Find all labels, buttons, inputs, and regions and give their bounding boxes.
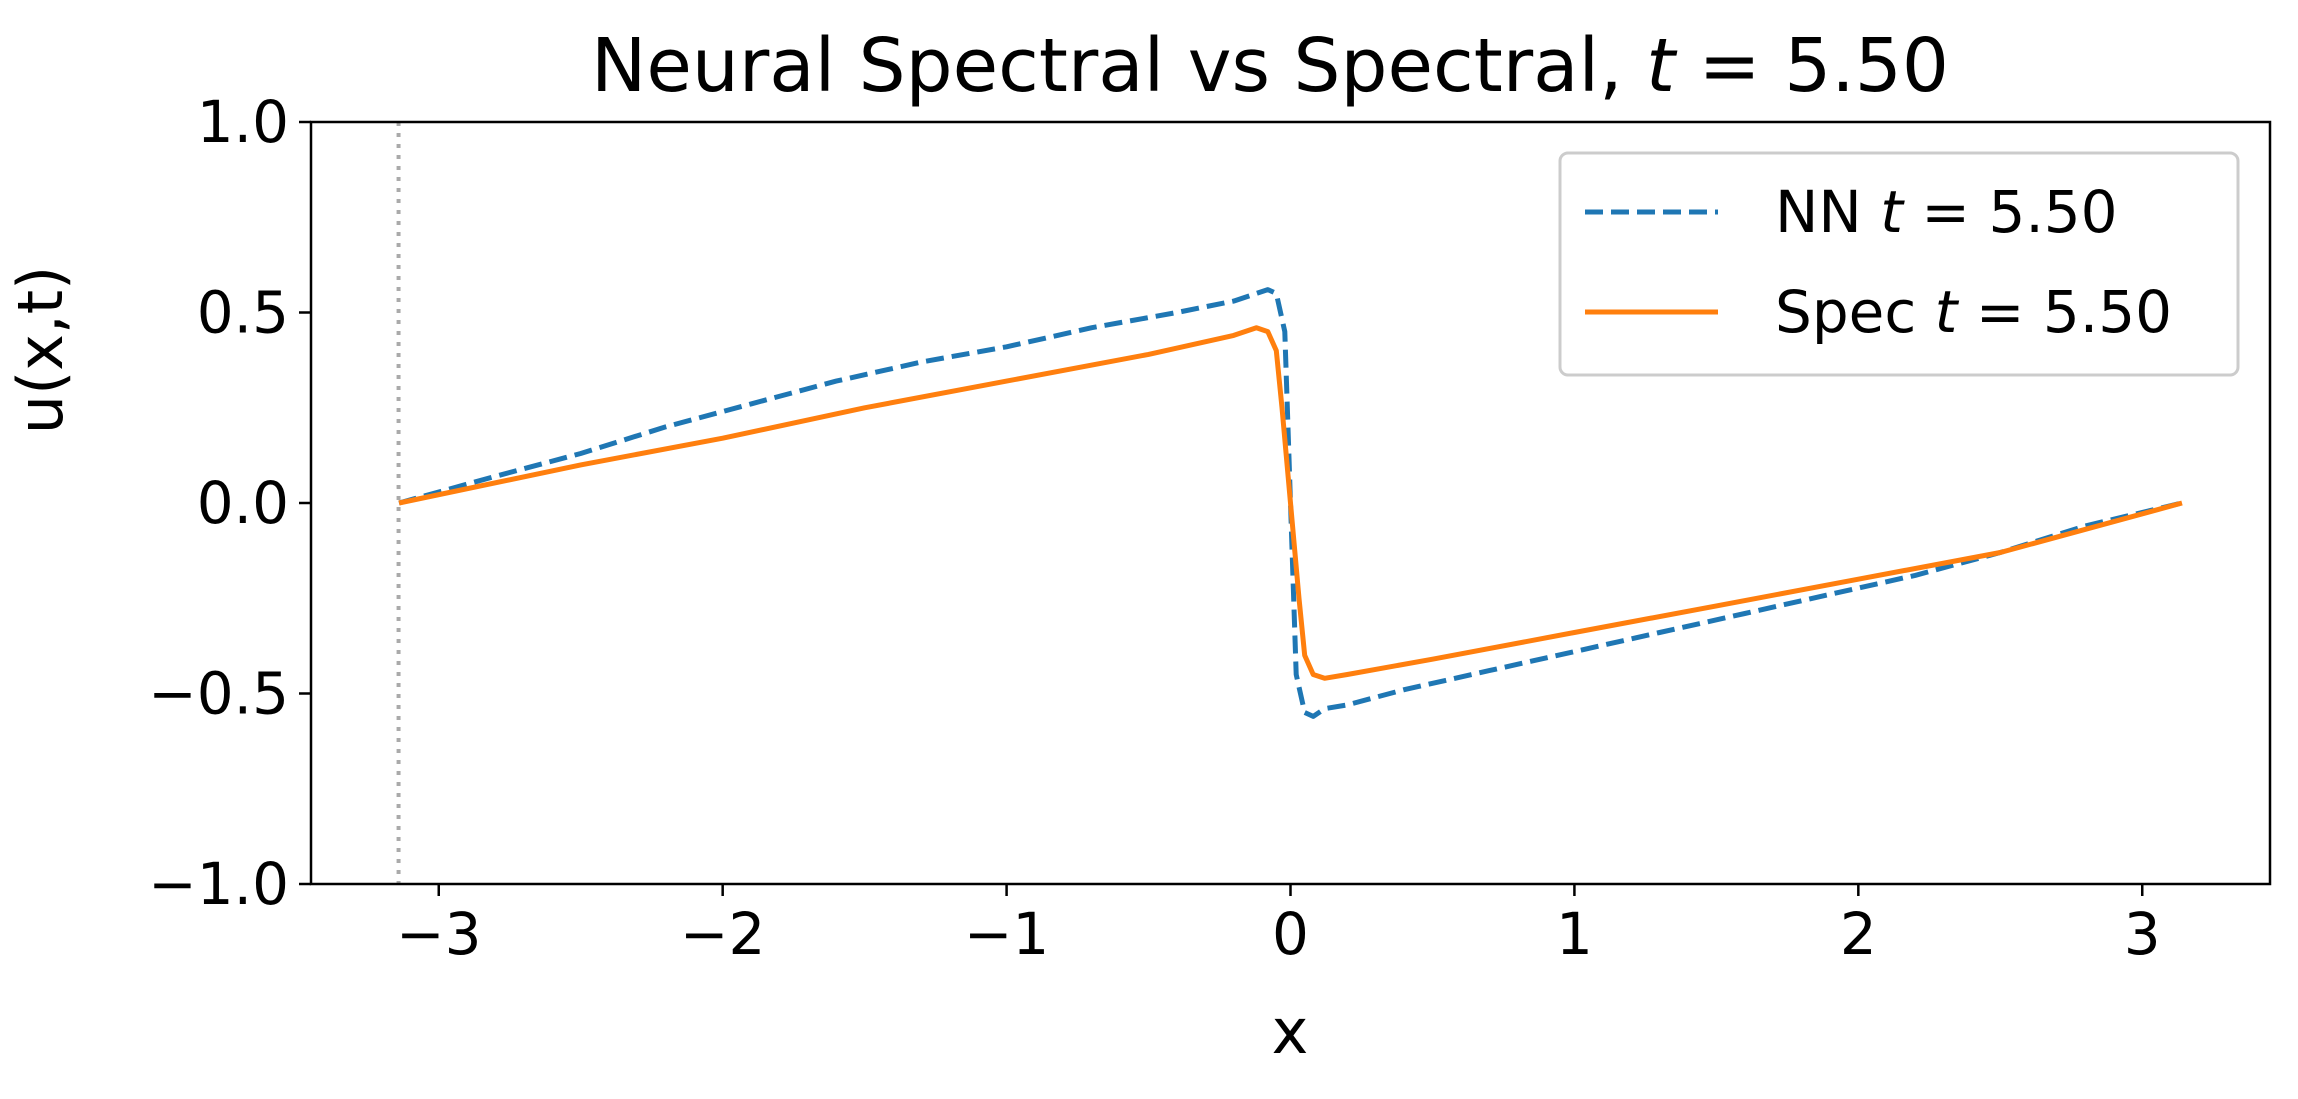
x-tick-label: 0	[1272, 900, 1309, 968]
y-tick-label: −1.0	[148, 850, 289, 918]
x-tick-label: −3	[396, 900, 482, 968]
series-line-2	[398, 325, 2183, 681]
x-tick-label: 2	[1840, 900, 1877, 968]
x-tick-label: −1	[964, 900, 1050, 968]
x-tick-label: 3	[2124, 900, 2161, 968]
y-tick-label: 1.0	[197, 88, 289, 156]
svg-text:Neural Spectral vs Spectral, t: Neural Spectral vs Spectral, t = 5.50	[591, 23, 1949, 109]
legend-box	[1558, 151, 2240, 377]
legend-label: NN t = 5.50	[1775, 178, 2118, 246]
title-val: 5.50	[1784, 23, 1949, 109]
y-tick-label: 0.5	[197, 279, 289, 347]
title-var: t	[1646, 23, 1678, 109]
title-prefix: Neural Spectral vs Spectral,	[591, 23, 1646, 109]
y-tick-label: −0.5	[148, 660, 289, 728]
plot-title: Neural Spectral vs Spectral, t = 5.50	[591, 23, 1949, 109]
x-tick-label: 1	[1556, 900, 1593, 968]
x-axis-label: x	[1272, 995, 1309, 1068]
series-line-1	[398, 287, 2183, 719]
legend-label: Spec t = 5.50	[1775, 278, 2172, 346]
y-tick-label: 0.0	[197, 469, 289, 537]
legend: NN t = 5.50 Spec t = 5.50	[1558, 151, 2240, 377]
axis-ticks: −3 −2 −1 0 1 2 3 −1.0 −0.5 0.0 0.5 1.0	[148, 88, 2161, 968]
y-axis-label: u(x,t)	[4, 266, 77, 434]
title-eq: =	[1675, 23, 1784, 109]
x-tick-label: −2	[680, 900, 766, 968]
